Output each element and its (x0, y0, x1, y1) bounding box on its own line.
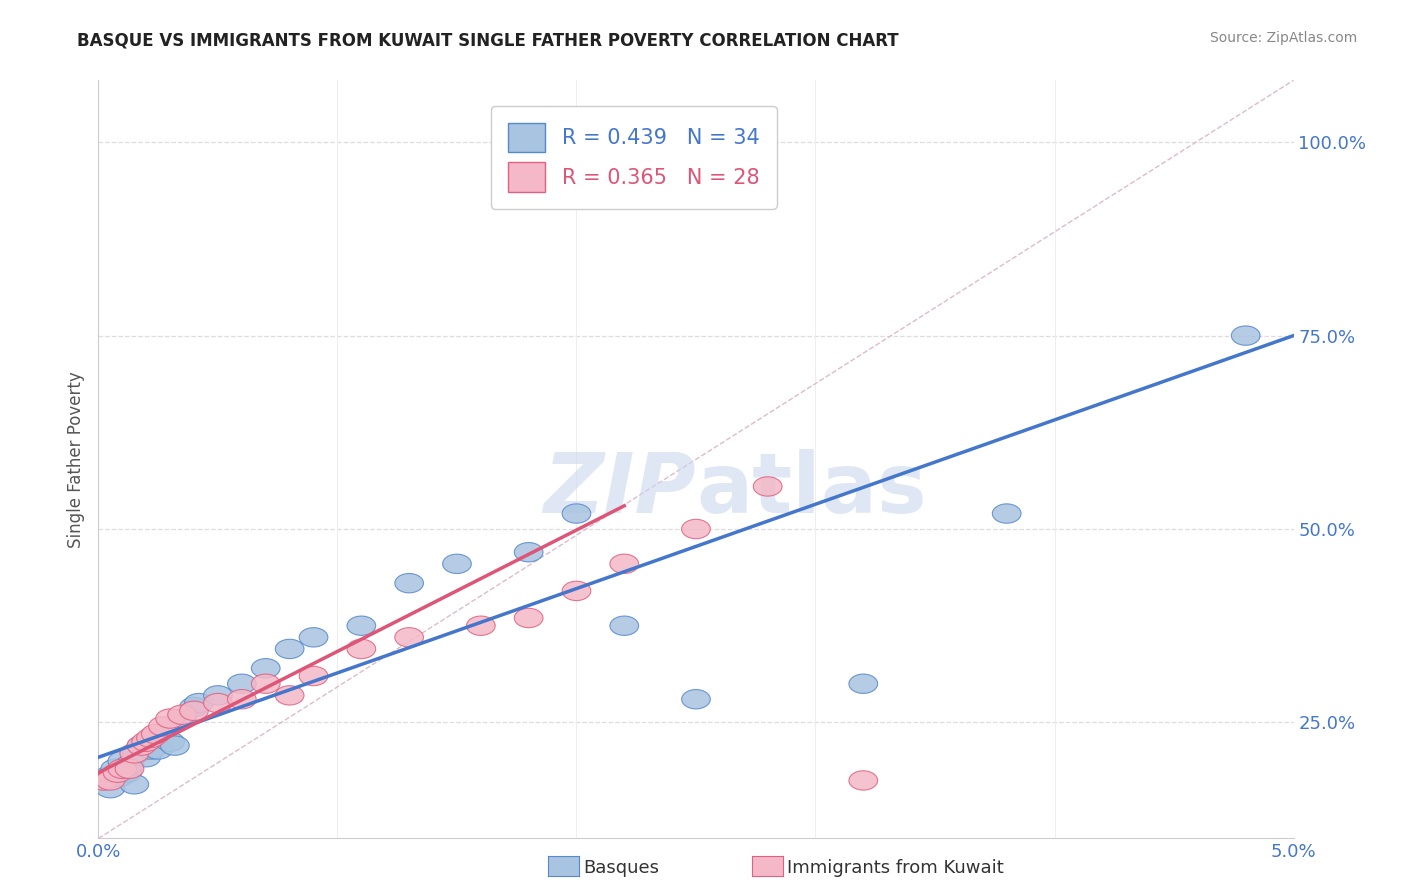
Ellipse shape (252, 674, 280, 693)
Ellipse shape (467, 616, 495, 635)
Ellipse shape (103, 763, 132, 782)
Ellipse shape (610, 554, 638, 574)
Ellipse shape (112, 763, 142, 782)
Text: Basques: Basques (583, 859, 659, 877)
Ellipse shape (515, 608, 543, 628)
Legend: R = 0.439   N = 34, R = 0.365   N = 28: R = 0.439 N = 34, R = 0.365 N = 28 (491, 106, 776, 209)
Ellipse shape (204, 693, 232, 713)
Ellipse shape (682, 519, 710, 539)
Ellipse shape (443, 554, 471, 574)
Ellipse shape (180, 698, 208, 716)
Ellipse shape (115, 756, 143, 774)
Ellipse shape (132, 732, 160, 751)
Text: Source: ZipAtlas.com: Source: ZipAtlas.com (1209, 31, 1357, 45)
Ellipse shape (515, 542, 543, 562)
Ellipse shape (108, 759, 136, 779)
Ellipse shape (610, 616, 638, 635)
Ellipse shape (156, 732, 184, 751)
Ellipse shape (682, 690, 710, 709)
Ellipse shape (252, 658, 280, 678)
Ellipse shape (120, 744, 149, 763)
Ellipse shape (94, 767, 122, 786)
Ellipse shape (562, 582, 591, 600)
Ellipse shape (228, 674, 256, 693)
Ellipse shape (849, 674, 877, 693)
Ellipse shape (299, 628, 328, 647)
Ellipse shape (96, 771, 125, 790)
Text: BASQUE VS IMMIGRANTS FROM KUWAIT SINGLE FATHER POVERTY CORRELATION CHART: BASQUE VS IMMIGRANTS FROM KUWAIT SINGLE … (77, 31, 898, 49)
Text: atlas: atlas (696, 450, 927, 530)
Ellipse shape (167, 705, 197, 724)
Ellipse shape (347, 640, 375, 658)
Ellipse shape (89, 771, 118, 790)
Ellipse shape (184, 693, 214, 713)
Ellipse shape (142, 724, 170, 744)
Ellipse shape (156, 709, 184, 728)
Ellipse shape (167, 709, 197, 728)
Ellipse shape (132, 747, 160, 767)
Ellipse shape (993, 504, 1021, 524)
Ellipse shape (180, 701, 208, 721)
Ellipse shape (395, 628, 423, 647)
Ellipse shape (105, 767, 135, 786)
Ellipse shape (108, 751, 136, 771)
Ellipse shape (149, 716, 177, 736)
Y-axis label: Single Father Poverty: Single Father Poverty (66, 371, 84, 548)
Ellipse shape (89, 771, 118, 790)
Ellipse shape (101, 759, 129, 779)
Ellipse shape (127, 736, 156, 756)
Ellipse shape (276, 686, 304, 705)
Ellipse shape (115, 759, 143, 779)
Text: ZIP: ZIP (543, 450, 696, 530)
Ellipse shape (136, 728, 166, 747)
Ellipse shape (347, 616, 375, 635)
Ellipse shape (136, 739, 166, 759)
Ellipse shape (160, 736, 190, 756)
Ellipse shape (122, 744, 150, 763)
Ellipse shape (127, 736, 156, 756)
Ellipse shape (562, 504, 591, 524)
Ellipse shape (1232, 326, 1260, 345)
Ellipse shape (120, 774, 149, 794)
Ellipse shape (96, 779, 125, 797)
Ellipse shape (395, 574, 423, 593)
Ellipse shape (143, 739, 173, 759)
Ellipse shape (754, 477, 782, 496)
Ellipse shape (849, 771, 877, 790)
Text: Immigrants from Kuwait: Immigrants from Kuwait (787, 859, 1004, 877)
Ellipse shape (228, 690, 256, 709)
Ellipse shape (204, 686, 232, 705)
Ellipse shape (276, 640, 304, 658)
Ellipse shape (299, 666, 328, 686)
